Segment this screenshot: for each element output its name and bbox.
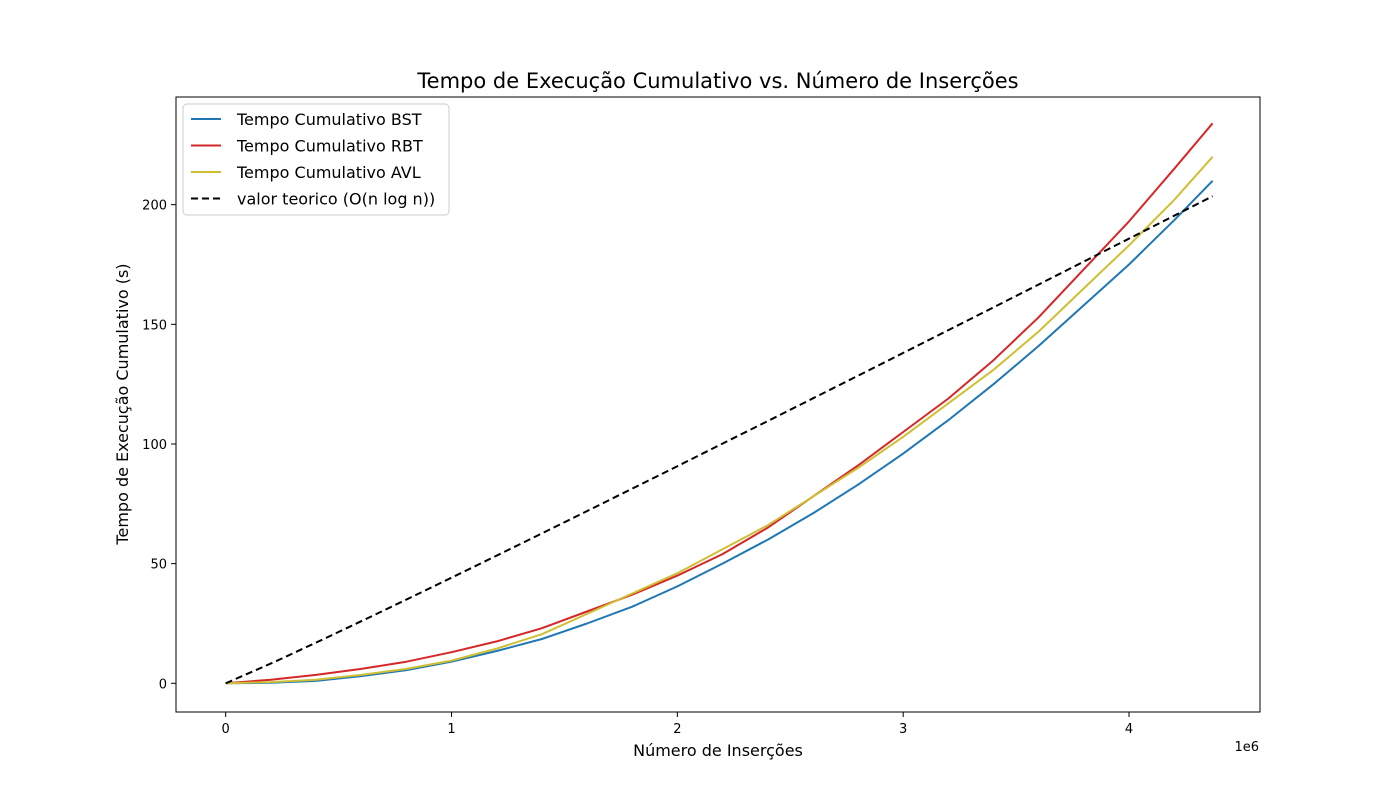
y-tick-label: 150 — [142, 318, 167, 333]
y-tick-label: 0 — [159, 677, 167, 692]
series-line-1 — [225, 122, 1214, 685]
x-axis-offset-label: 1e6 — [1234, 740, 1259, 755]
series-layer — [225, 122, 1214, 685]
x-tick-label: 1 — [447, 722, 455, 737]
chart-title: Tempo de Execução Cumulativo vs. Número … — [416, 69, 1018, 93]
x-tick-label: 0 — [222, 722, 230, 737]
legend: Tempo Cumulativo BST Tempo Cumulativo RBT… — [182, 103, 450, 216]
legend-label-0: Tempo Cumulativo BST — [236, 110, 422, 129]
y-tick-label: 100 — [142, 438, 167, 453]
series-line-3 — [225, 195, 1214, 685]
series-line-0 — [225, 180, 1214, 685]
x-tick-label: 3 — [899, 722, 907, 737]
legend-label-1: Tempo Cumulativo RBT — [236, 137, 423, 156]
legend-box — [182, 103, 450, 216]
legend-label-2: Tempo Cumulativo AVL — [236, 163, 421, 182]
y-tick-label: 50 — [150, 558, 167, 573]
x-axis: 0 1 2 3 4 — [222, 712, 1133, 737]
legend-label-3: valor teorico (O(n log n)) — [237, 190, 435, 209]
x-axis-label: Número de Inserções — [633, 741, 803, 760]
x-tick-label: 4 — [1125, 722, 1133, 737]
y-axis: 0 50 100 150 200 — [142, 199, 176, 692]
y-tick-label: 200 — [142, 199, 167, 214]
x-tick-label: 2 — [673, 722, 681, 737]
y-axis-label: Tempo de Execução Cumulativo (s) — [113, 263, 132, 545]
series-line-2 — [225, 156, 1214, 685]
